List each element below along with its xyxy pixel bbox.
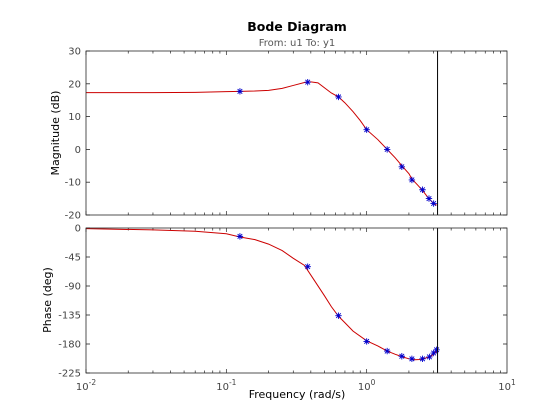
chart-title: Bode Diagram <box>247 19 347 34</box>
phase-data-marker <box>398 353 406 360</box>
magnitude-ytick-label: 20 <box>68 79 81 90</box>
phase-panel: 0 -45 -90 -135 -180 -225 Phase (deg) <box>41 224 508 380</box>
magnitude-data-marker <box>398 163 406 170</box>
magnitude-data-marker <box>425 195 433 202</box>
frequency-tick-label: 100 <box>358 378 376 393</box>
phase-data-marker <box>433 346 440 353</box>
phase-ytick-label: -225 <box>58 369 81 380</box>
magnitude-data-marker <box>419 186 426 193</box>
frequency-tick-label: 10-1 <box>216 378 236 393</box>
magnitude-axes-frame <box>85 50 508 216</box>
magnitude-ytick-label: -10 <box>65 178 81 189</box>
frequency-tick-label: 10-2 <box>76 378 96 393</box>
magnitude-ytick-label: 0 <box>75 145 81 156</box>
magnitude-panel: 30 20 10 0 -10 -20 Magnitude (dB) <box>49 47 508 222</box>
phase-data-marker <box>304 263 311 270</box>
phase-axis-label: Phase (deg) <box>41 267 54 333</box>
magnitude-data-marker <box>363 126 370 133</box>
phase-data-marker <box>383 347 391 355</box>
phase-data-marker <box>430 349 437 357</box>
phase-data-marker <box>426 353 433 361</box>
chart-subtitle: From: u1 To: y1 <box>259 38 336 49</box>
magnitude-data-marker <box>383 146 391 153</box>
phase-ytick-label: -180 <box>58 340 81 351</box>
phase-data-marker <box>236 233 244 240</box>
phase-data-marker <box>335 312 342 319</box>
magnitude-data-marker <box>304 78 311 86</box>
phase-response-line <box>85 228 437 361</box>
phase-ytick-label: -90 <box>65 282 81 293</box>
phase-data-marker <box>419 355 426 363</box>
magnitude-data-marker <box>335 93 342 101</box>
phase-ytick-label: 0 <box>75 224 81 235</box>
frequency-axis-label: Frequency (rad/s) <box>249 388 346 401</box>
phase-axes-frame <box>85 227 508 374</box>
magnitude-axis-label: Magnitude (dB) <box>49 91 62 176</box>
magnitude-data-marker <box>430 200 437 207</box>
phase-plot-area <box>86 228 507 373</box>
phase-ytick-label: -135 <box>58 311 81 322</box>
frequency-tick-label: 101 <box>498 378 516 393</box>
magnitude-ytick-label: 10 <box>68 112 81 123</box>
magnitude-data-marker <box>408 176 416 184</box>
phase-data-marker <box>363 338 370 345</box>
magnitude-plot-area <box>86 51 507 215</box>
phase-ytick-label: -45 <box>65 253 81 264</box>
magnitude-ytick-label: 30 <box>68 47 81 58</box>
magnitude-ytick-label: -20 <box>65 211 81 222</box>
phase-data-marker <box>408 355 416 363</box>
magnitude-data-marker <box>236 88 244 95</box>
